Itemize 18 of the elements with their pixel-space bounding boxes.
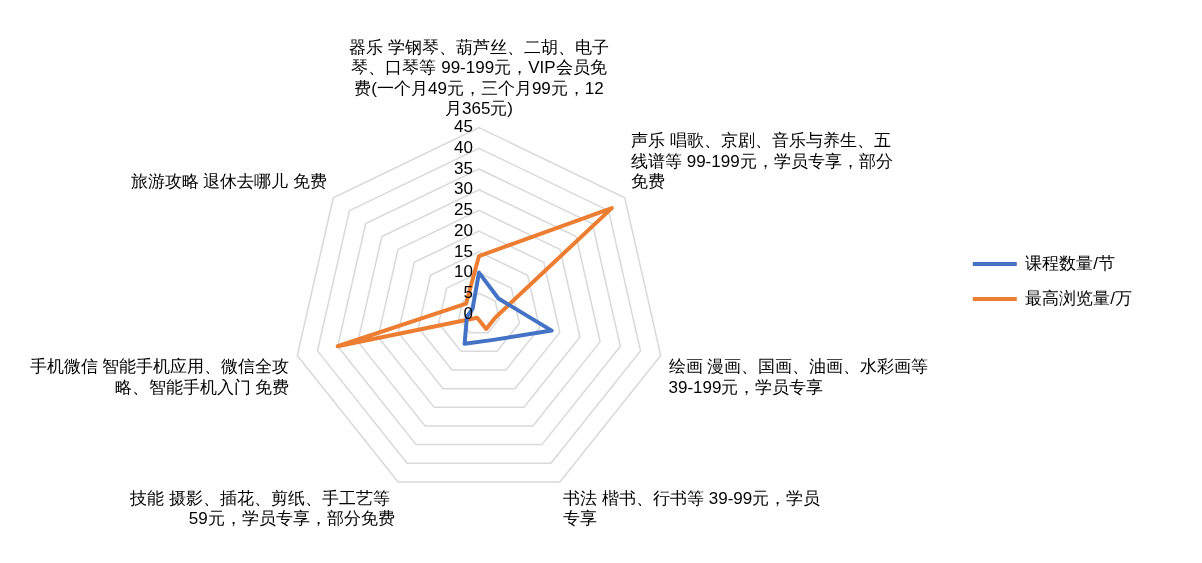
y-tick-label: 35 [454,158,473,178]
y-tick-label: 20 [454,220,473,240]
y-tick-label: 25 [454,200,473,220]
y-tick-label: 15 [454,241,473,261]
spoke-label: 器乐 学钢琴、葫芦丝、二胡、电子琴、口琴等 99-199元，VIP会员免费(一个月49元，三个月99元，12月365元) [349,37,609,119]
spoke-label: 手机微信 智能手机应用、微信全攻略、智能手机入门 免费 [29,357,290,397]
spoke-label: 声乐 唱歌、京剧、音乐与养生、五线谱等 99-199元，学员专享，部分免费 [630,131,893,192]
legend-label: 最高浏览量/万 [1025,288,1133,308]
spoke-label: 旅游攻略 退休去哪儿 免费 [130,172,328,192]
y-tick-label: 0 [463,303,473,323]
spoke-label: 书法 楷书、行书等 39-99元，学员专享 [563,489,821,529]
spoke-label: 绘画 漫画、国画、油画、水彩画等 39-199元，学员专享 [668,357,933,397]
y-tick-label: 45 [454,117,473,137]
y-tick-label: 30 [454,179,473,199]
spoke-label: 技能 摄影、插花、剪纸、手工艺等 59元，学员专享，部分免费 [129,489,395,529]
y-tick-label: 10 [454,262,473,282]
legend-label: 课程数量/节 [1025,253,1116,273]
y-tick-label: 40 [454,138,473,157]
